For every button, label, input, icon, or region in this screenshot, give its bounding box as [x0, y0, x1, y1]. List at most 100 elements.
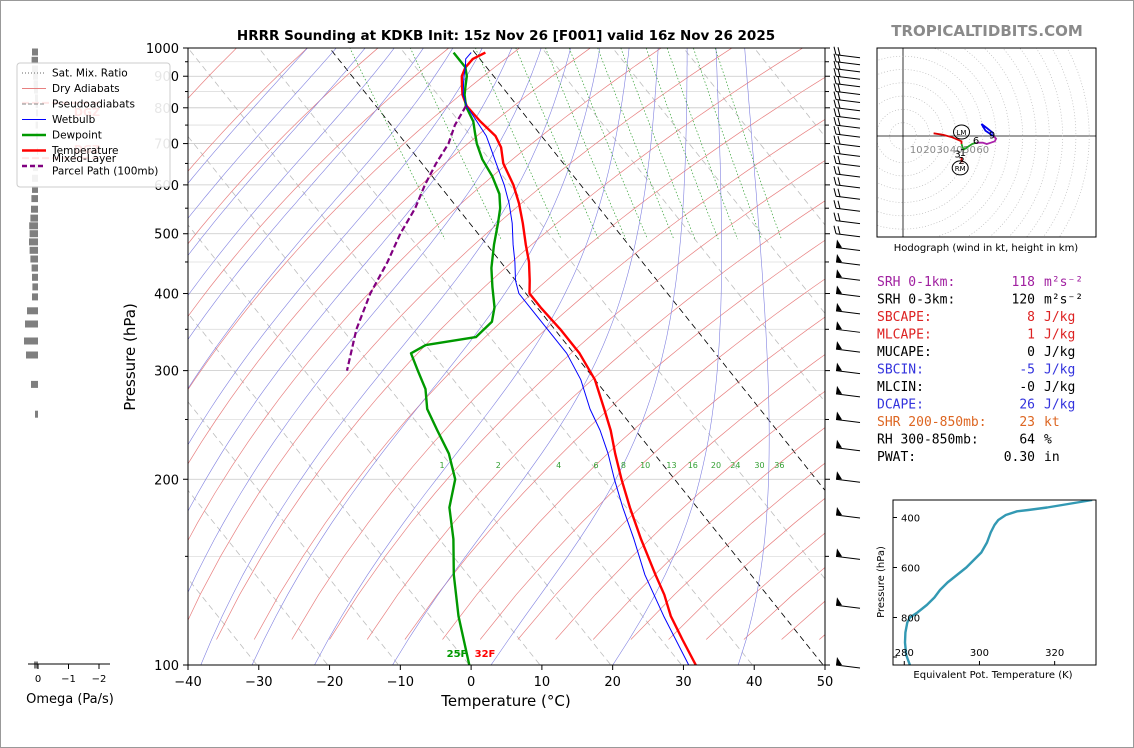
theta-e-x-tick-label: 300 [970, 648, 989, 659]
wind-feather [833, 165, 837, 175]
hodo-segment [980, 123, 994, 137]
moist-adiabat [392, 48, 659, 665]
hodo-segment [960, 141, 977, 151]
y-tick-label: 300 [154, 365, 179, 380]
wind-feather [833, 91, 837, 100]
y-tick-label: 100 [154, 659, 179, 674]
moist-adiabat [188, 48, 337, 219]
omega-bar [32, 293, 38, 301]
legend: Sat. Mix. Ratio Dry Adiabats Pseudoadiabat… [16, 62, 171, 188]
dry-adiabat [188, 48, 450, 317]
index-unit: J/kg [1044, 310, 1075, 325]
index-value: -0 [1019, 380, 1035, 395]
storm-motion-label: LM [957, 129, 967, 137]
index-value: 64 [1019, 433, 1035, 448]
theta-e-y-tick-label: 400 [901, 514, 920, 525]
wind-feather [833, 135, 837, 144]
wind-flag [836, 302, 842, 311]
mixing-ratio-line [349, 48, 446, 240]
wind-flag [836, 362, 842, 371]
storm-motion-marker [951, 160, 969, 176]
index-unit: J/kg [1044, 363, 1075, 378]
index-label: SRH 0-1km: [877, 275, 955, 290]
omega-bar [25, 320, 38, 328]
x-tick-label: 0 [467, 675, 475, 690]
dry-adiabat [366, 200, 825, 640]
index-value: 0.30 [1004, 450, 1035, 465]
omega-bar [31, 205, 38, 213]
dry-adiabat [555, 390, 825, 640]
isotherm [824, 48, 825, 49]
wind-barb [835, 261, 861, 266]
dry-adiabat [188, 48, 521, 391]
wind-feather [833, 116, 837, 126]
index-row: SBCIN: -5 J/kg [877, 363, 1075, 378]
index-label: RH 300-850mb: [877, 433, 979, 448]
omega-bar [35, 410, 38, 418]
hodo-ring-label: 20 [923, 145, 936, 156]
moist-adiabat [737, 48, 770, 665]
index-label: SHR 200-850mb: [877, 415, 987, 430]
mixing-ratio-line [714, 48, 782, 240]
omega-bar [32, 283, 38, 291]
wind-feather [837, 100, 841, 109]
wind-feather [837, 117, 841, 126]
wind-feather [833, 68, 837, 77]
omega-bar [26, 351, 38, 359]
mixing-ratio-label: 10 [640, 461, 650, 470]
index-value: 8 [1027, 310, 1035, 325]
legend-label: Mixed-Layer Parcel Path (100mb) [52, 153, 158, 178]
mixing-ratio-label: 8 [621, 461, 626, 470]
index-row: SRH 0-1km: 118 m²s⁻² [877, 275, 1083, 290]
wind-barb [835, 514, 861, 519]
x-tick-label: 50 [817, 675, 834, 690]
wind-flag [836, 269, 842, 278]
skewt-ylabel: Pressure (hPa) [121, 303, 139, 411]
moist-adiabat [188, 48, 454, 390]
wind-feather [833, 225, 837, 234]
isotherm [188, 489, 329, 665]
dry-adiabat [188, 48, 733, 621]
skewt-plot: 1 2 4 6 8 10 13 16 20 24 30 36 −40 −30 −20 −10 0 10 20 30 4… [121, 42, 834, 710]
theta-e-x-tick-label: 320 [1045, 648, 1064, 659]
hodo-ring-label: 60 [976, 145, 989, 156]
hodo-height-label: 3 [954, 149, 960, 160]
hodo-segment [933, 132, 963, 144]
wind-feather [833, 200, 837, 209]
wind-barb [835, 664, 861, 669]
wind-barb [835, 370, 861, 375]
omega-bar [30, 255, 38, 263]
wind-flag [836, 321, 842, 330]
moist-adiabat [188, 48, 424, 340]
dry-adiabat [404, 239, 825, 640]
index-value: 0 [1027, 345, 1035, 360]
index-row: MUCAPE: 0 J/kg [877, 345, 1075, 360]
dewpoint-line [409, 51, 502, 665]
wind-flag [836, 597, 842, 606]
x-tick-label: −40 [174, 675, 201, 690]
hodograph-frame [876, 47, 1097, 238]
y-tick-label: 500 [154, 228, 179, 243]
index-unit: m²s⁻² [1044, 293, 1083, 308]
x-tick-label: 10 [534, 675, 551, 690]
omega-bar [29, 230, 38, 238]
hodo-ring [1026, 48, 1063, 237]
skewt-frame [187, 47, 826, 666]
isotherm [188, 578, 258, 665]
mixing-ratio-label: 2 [496, 461, 501, 470]
wind-feather [837, 61, 841, 70]
x-tick-label: 30 [675, 675, 692, 690]
wind-flag [836, 253, 842, 262]
wind-feather [837, 145, 841, 154]
x-tick-label: −20 [316, 675, 343, 690]
hodo-ring-label: 30 [937, 145, 950, 156]
moist-adiabat [251, 48, 601, 665]
wind-barb [835, 328, 861, 333]
wind-feather [833, 99, 837, 108]
wind-barbs [833, 46, 861, 669]
hodo-ring [877, 109, 930, 163]
y-tick-label: 200 [154, 473, 179, 488]
wind-feather [833, 145, 837, 154]
index-label: MUCAPE: [877, 345, 932, 360]
